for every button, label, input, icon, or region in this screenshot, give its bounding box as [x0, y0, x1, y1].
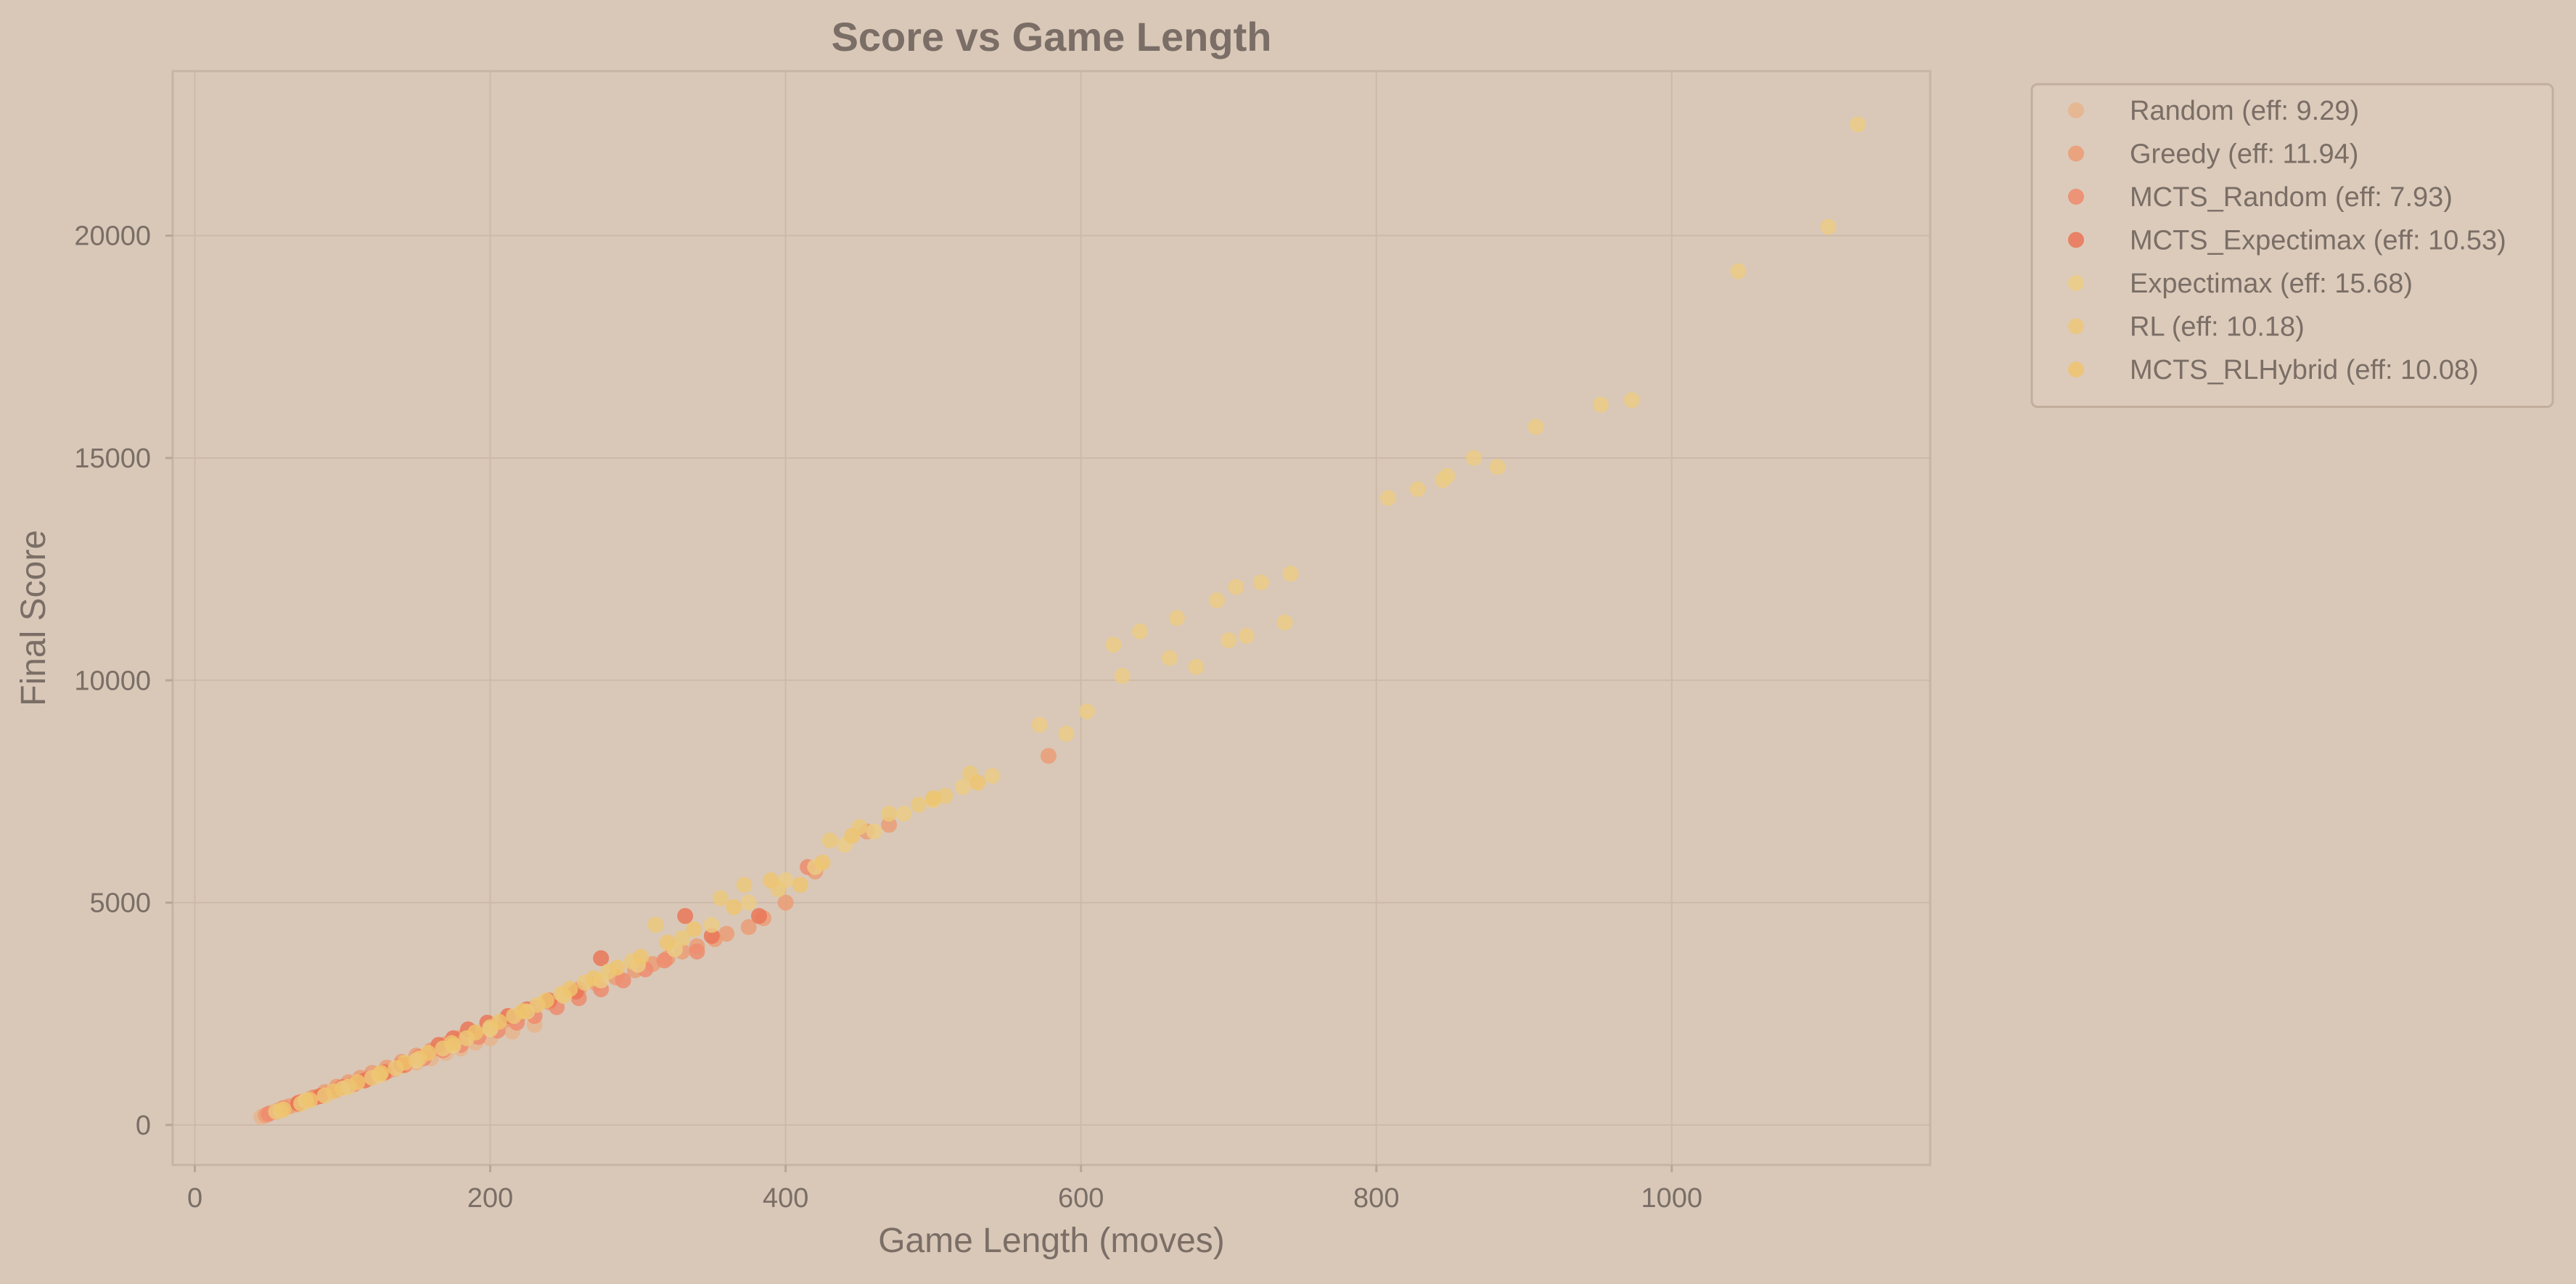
data-point-series-4	[985, 768, 1001, 784]
data-point-series-4	[895, 806, 911, 822]
data-point-series-6	[491, 1014, 507, 1030]
data-point-series-4	[1188, 659, 1204, 675]
data-point-series-4	[704, 917, 720, 933]
data-point-series-4	[1132, 623, 1148, 639]
data-point-series-4	[1730, 263, 1746, 279]
legend-label: Greedy (eff: 11.94)	[2130, 139, 2358, 170]
data-point-series-4	[1162, 650, 1178, 666]
data-point-series-6	[686, 921, 702, 937]
data-point-series-6	[397, 1055, 413, 1071]
y-tick-label: 20000	[74, 221, 151, 252]
data-point-series-3	[677, 908, 693, 924]
x-tick-label: 0	[187, 1183, 202, 1214]
data-point-series-4	[1277, 615, 1293, 631]
data-point-series-5	[737, 877, 752, 893]
legend-label: MCTS_RLHybrid (eff: 10.08)	[2130, 355, 2479, 385]
data-point-series-3	[751, 908, 767, 924]
data-point-series-4	[741, 895, 757, 911]
data-point-series-4	[1169, 610, 1185, 626]
data-point-series-4	[1410, 481, 1426, 497]
data-point-series-4	[1253, 574, 1269, 590]
data-point-series-6	[373, 1065, 389, 1081]
y-tick-label: 0	[136, 1111, 151, 1141]
data-point-series-4	[1239, 628, 1255, 644]
legend-label: RL (eff: 10.18)	[2130, 312, 2305, 343]
data-point-series-1	[718, 925, 734, 941]
legend-marker	[2068, 275, 2084, 291]
data-point-series-6	[349, 1074, 365, 1090]
legend-marker	[2068, 189, 2084, 205]
data-point-series-1	[1041, 748, 1057, 764]
data-point-series-6	[610, 960, 625, 976]
data-point-series-4	[1209, 592, 1225, 608]
data-point-series-5	[713, 890, 729, 906]
data-point-series-4	[1115, 668, 1131, 684]
legend-marker	[2068, 232, 2084, 248]
x-tick-label: 400	[763, 1183, 808, 1214]
data-point-series-5	[881, 806, 897, 822]
x-tick-label: 200	[467, 1183, 513, 1214]
data-point-series-4	[1466, 450, 1482, 466]
legend-marker	[2068, 102, 2084, 118]
chart-title: Score vs Game Length	[832, 14, 1272, 60]
data-point-series-6	[660, 935, 676, 951]
data-point-series-4	[1439, 467, 1455, 483]
data-point-series-6	[514, 1003, 530, 1019]
data-point-series-5	[648, 917, 664, 933]
data-point-series-4	[1624, 392, 1640, 408]
data-point-series-6	[726, 899, 742, 915]
data-point-series-6	[792, 877, 808, 893]
legend-label: MCTS_Random (eff: 7.93)	[2130, 182, 2453, 213]
data-point-series-4	[1593, 396, 1609, 412]
data-point-series-6	[276, 1101, 292, 1117]
data-point-series-4	[1283, 565, 1299, 581]
y-axis-label: Final Score	[15, 530, 53, 706]
data-point-series-6	[467, 1024, 483, 1040]
data-point-series-6	[326, 1083, 342, 1099]
x-tick-label: 1000	[1641, 1183, 1703, 1214]
data-point-series-6	[815, 854, 831, 870]
data-point-series-2	[689, 944, 705, 960]
legend-marker	[2068, 361, 2084, 377]
y-tick-label: 10000	[74, 666, 151, 696]
legend-label: MCTS_Expectimax (eff: 10.53)	[2130, 226, 2506, 256]
data-point-series-6	[763, 872, 779, 888]
data-point-series-4	[1490, 459, 1506, 475]
legend-marker	[2068, 319, 2084, 335]
data-point-series-4	[1032, 717, 1048, 733]
data-point-series-4	[1221, 632, 1236, 648]
legend-label: Random (eff: 9.29)	[2130, 96, 2359, 126]
y-tick-label: 5000	[89, 888, 151, 919]
data-point-series-4	[1850, 117, 1866, 133]
data-point-series-6	[844, 828, 860, 844]
data-point-series-4	[1228, 579, 1244, 595]
data-point-series-4	[1105, 637, 1121, 653]
data-point-series-6	[969, 774, 985, 790]
data-point-series-6	[633, 949, 649, 965]
data-point-series-6	[562, 981, 578, 997]
data-point-series-4	[1058, 726, 1074, 742]
data-point-series-6	[925, 790, 941, 806]
data-point-series-5	[822, 833, 838, 848]
x-tick-label: 800	[1353, 1183, 1399, 1214]
data-point-series-4	[866, 824, 882, 840]
data-point-series-6	[444, 1035, 460, 1051]
data-point-series-4	[1079, 703, 1095, 719]
legend: Random (eff: 9.29) Greedy (eff: 11.94) MCT…	[2032, 84, 2553, 407]
data-point-series-4	[1380, 490, 1396, 506]
data-point-series-4	[1528, 419, 1544, 435]
data-point-series-6	[302, 1092, 318, 1108]
y-tick-label: 15000	[74, 443, 151, 474]
x-tick-label: 600	[1058, 1183, 1104, 1214]
legend-label: Expectimax (eff: 15.68)	[2130, 269, 2413, 299]
data-point-series-6	[586, 970, 602, 986]
legend-marker	[2068, 146, 2084, 162]
data-point-series-6	[420, 1045, 436, 1061]
data-point-series-6	[538, 992, 554, 1008]
x-axis-label: Game Length (moves)	[878, 1222, 1225, 1260]
data-point-series-4	[1821, 218, 1837, 234]
data-point-series-5	[911, 797, 927, 813]
